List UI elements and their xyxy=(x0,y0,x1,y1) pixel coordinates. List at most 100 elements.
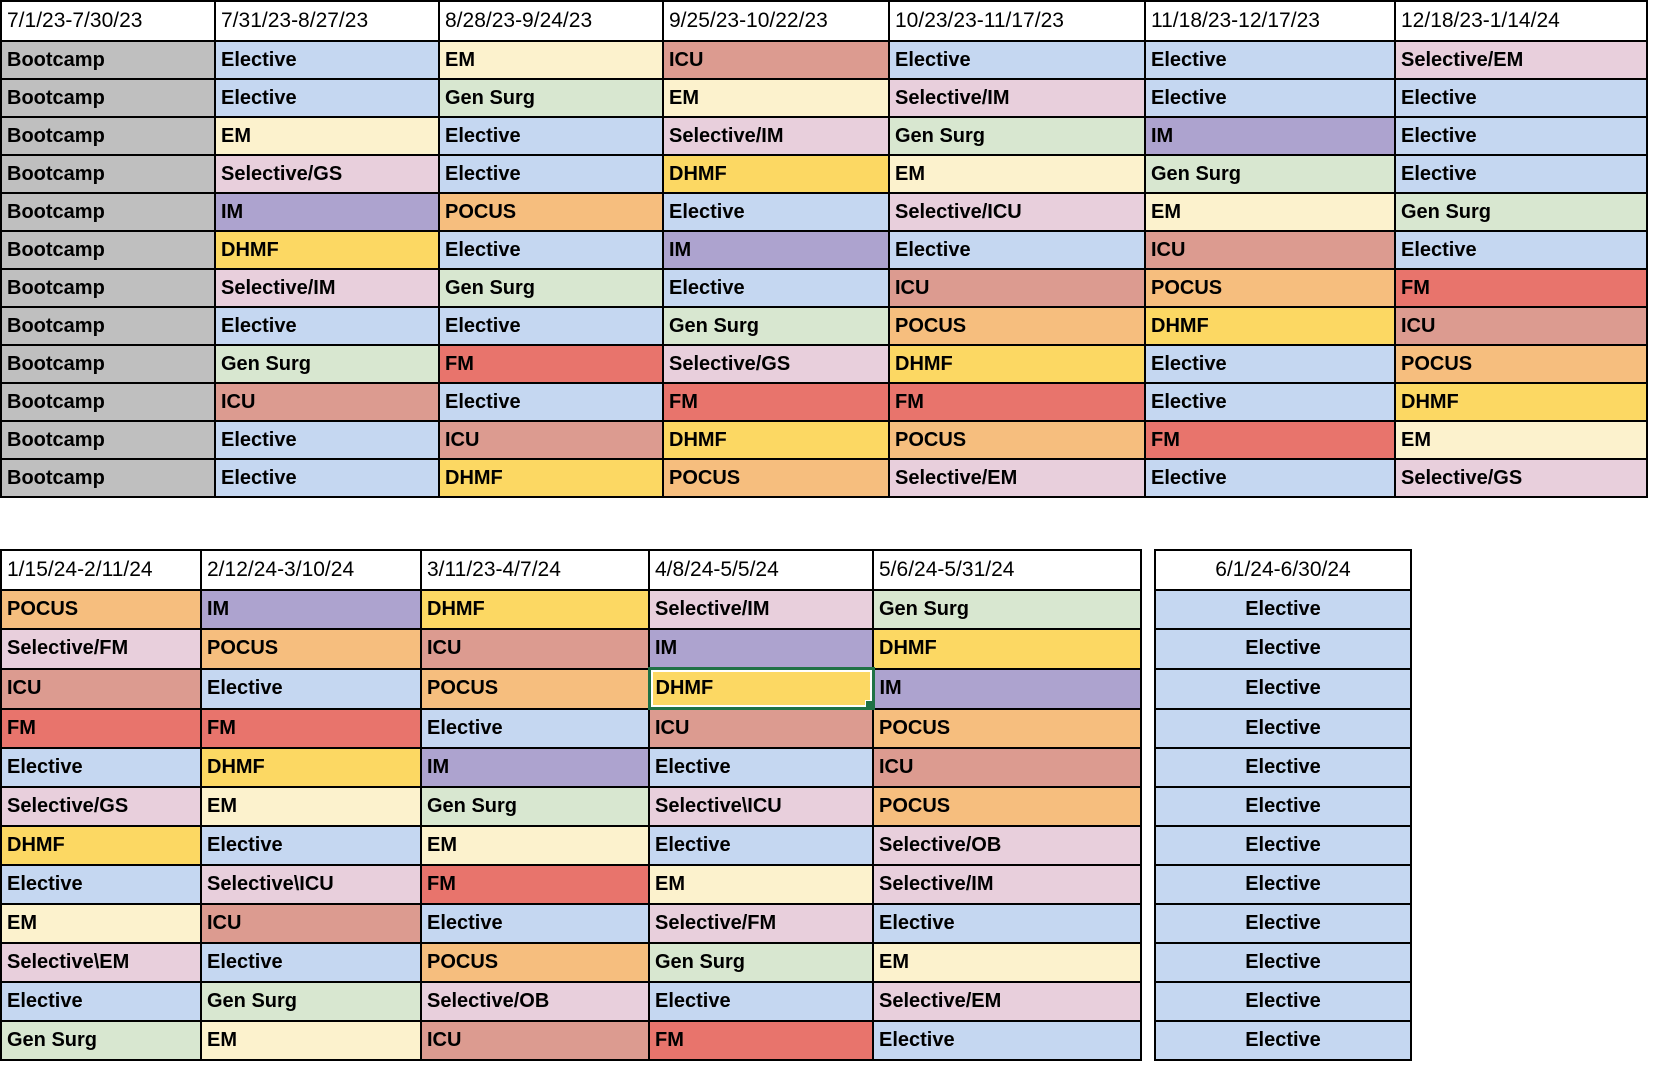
rotation-cell[interactable]: FM xyxy=(648,1020,874,1061)
rotation-cell[interactable]: Gen Surg xyxy=(1394,192,1648,232)
rotation-cell[interactable]: POCUS xyxy=(420,667,650,710)
rotation-cell[interactable]: Gen Surg xyxy=(200,981,422,1022)
rotation-cell[interactable]: Gen Surg xyxy=(438,78,664,118)
rotation-cell[interactable]: ICU xyxy=(648,707,874,749)
rotation-cell[interactable]: Gen Surg xyxy=(438,268,664,308)
rotation-cell[interactable]: ICU xyxy=(1394,306,1648,346)
rotation-cell[interactable]: Elective xyxy=(1154,786,1412,827)
rotation-cell[interactable]: Elective xyxy=(662,192,890,232)
rotation-cell[interactable]: EM xyxy=(1144,192,1396,232)
rotation-cell[interactable]: Gen Surg xyxy=(648,942,874,983)
rotation-cell[interactable]: Selective\ICU xyxy=(200,864,422,905)
date-header-cell[interactable]: 7/1/23-7/30/23 xyxy=(0,0,216,42)
rotation-cell[interactable]: Elective xyxy=(420,707,650,749)
rotation-cell[interactable]: DHMF xyxy=(420,589,650,630)
rotation-cell[interactable]: Selective/FM xyxy=(648,903,874,944)
rotation-cell[interactable]: Selective/IM xyxy=(648,589,874,630)
rotation-cell[interactable]: Bootcamp xyxy=(0,344,216,384)
rotation-cell[interactable]: EM xyxy=(888,154,1146,194)
rotation-cell[interactable]: IM xyxy=(1144,116,1396,156)
rotation-cell[interactable]: Gen Surg xyxy=(662,306,890,346)
rotation-cell[interactable]: POCUS xyxy=(888,420,1146,460)
rotation-cell[interactable]: Gen Surg xyxy=(1144,154,1396,194)
rotation-cell[interactable]: FM xyxy=(888,382,1146,422)
rotation-cell[interactable]: Elective xyxy=(214,78,440,118)
rotation-cell[interactable]: Gen Surg xyxy=(872,589,1142,630)
rotation-cell[interactable]: Elective xyxy=(1144,458,1396,498)
rotation-cell[interactable]: Elective xyxy=(1144,344,1396,384)
rotation-cell[interactable]: Bootcamp xyxy=(0,382,216,422)
date-header-cell[interactable]: 12/18/23-1/14/24 xyxy=(1394,0,1648,42)
rotation-cell[interactable]: Bootcamp xyxy=(0,268,216,308)
rotation-cell[interactable]: ICU xyxy=(662,40,890,80)
rotation-cell[interactable]: DHMF xyxy=(1144,306,1396,346)
rotation-cell[interactable]: Selective\ICU xyxy=(648,786,874,827)
rotation-cell[interactable]: DHMF xyxy=(200,747,422,788)
rotation-cell[interactable]: Elective xyxy=(0,864,202,905)
rotation-cell[interactable]: Elective xyxy=(888,230,1146,270)
rotation-cell[interactable]: Elective xyxy=(648,981,874,1022)
rotation-cell[interactable]: Elective xyxy=(1154,747,1412,788)
rotation-cell[interactable]: IM xyxy=(420,747,650,788)
rotation-cell[interactable]: FM xyxy=(420,864,650,905)
rotation-cell[interactable]: Elective xyxy=(888,40,1146,80)
rotation-cell[interactable]: Elective xyxy=(1394,230,1648,270)
rotation-cell[interactable]: Elective xyxy=(438,116,664,156)
rotation-cell[interactable]: Elective xyxy=(200,825,422,866)
date-header-cell[interactable]: 2/12/24-3/10/24 xyxy=(200,549,422,591)
rotation-cell[interactable]: EM xyxy=(662,78,890,118)
rotation-cell[interactable]: Elective xyxy=(1154,981,1412,1022)
rotation-cell[interactable]: Elective xyxy=(1154,628,1412,670)
rotation-cell[interactable]: Elective xyxy=(214,458,440,498)
rotation-cell[interactable]: Bootcamp xyxy=(0,458,216,498)
rotation-cell[interactable]: Selective/EM xyxy=(888,458,1146,498)
rotation-cell[interactable]: Elective xyxy=(214,420,440,460)
rotation-cell[interactable]: Elective xyxy=(1154,667,1412,710)
rotation-cell[interactable]: Elective xyxy=(662,268,890,308)
rotation-cell[interactable]: FM xyxy=(662,382,890,422)
rotation-cell[interactable]: FM xyxy=(1144,420,1396,460)
rotation-cell[interactable]: DHMF xyxy=(662,154,890,194)
rotation-cell[interactable]: Selective/GS xyxy=(662,344,890,384)
rotation-cell[interactable]: Selective\EM xyxy=(0,942,202,983)
rotation-cell[interactable]: EM xyxy=(438,40,664,80)
rotation-cell[interactable]: Selective/GS xyxy=(1394,458,1648,498)
rotation-cell[interactable]: Elective xyxy=(1154,903,1412,944)
rotation-cell[interactable]: ICU xyxy=(200,903,422,944)
rotation-cell[interactable]: DHMF xyxy=(0,825,202,866)
rotation-cell[interactable]: Elective xyxy=(1394,78,1648,118)
rotation-cell[interactable]: Elective xyxy=(1154,707,1412,749)
rotation-cell[interactable]: DHMF xyxy=(438,458,664,498)
rotation-cell[interactable]: Selective/OB xyxy=(420,981,650,1022)
rotation-cell[interactable]: Selective/FM xyxy=(0,628,202,670)
rotation-cell[interactable]: Bootcamp xyxy=(0,306,216,346)
rotation-cell[interactable]: Elective xyxy=(1394,116,1648,156)
date-header-cell[interactable]: 11/18/23-12/17/23 xyxy=(1144,0,1396,42)
rotation-cell[interactable]: Selective/EM xyxy=(872,981,1142,1022)
rotation-cell[interactable]: DHMF xyxy=(214,230,440,270)
rotation-cell[interactable]: Bootcamp xyxy=(0,78,216,118)
rotation-cell[interactable]: Elective xyxy=(200,667,422,710)
rotation-cell[interactable]: DHMF xyxy=(662,420,890,460)
rotation-cell[interactable]: Elective xyxy=(438,306,664,346)
rotation-cell[interactable]: Elective xyxy=(648,825,874,866)
rotation-cell[interactable]: Bootcamp xyxy=(0,192,216,232)
rotation-cell[interactable]: POCUS xyxy=(0,589,202,630)
rotation-cell[interactable]: POCUS xyxy=(872,786,1142,827)
rotation-cell[interactable]: DHMF xyxy=(872,628,1142,670)
date-header-cell[interactable]: 8/28/23-9/24/23 xyxy=(438,0,664,42)
rotation-cell[interactable]: IM xyxy=(214,192,440,232)
rotation-cell[interactable]: IM xyxy=(200,589,422,630)
rotation-cell[interactable]: Elective xyxy=(872,903,1142,944)
rotation-cell[interactable]: Selective/IM xyxy=(888,78,1146,118)
date-header-cell[interactable]: 9/25/23-10/22/23 xyxy=(662,0,890,42)
rotation-cell[interactable]: EM xyxy=(872,942,1142,983)
rotation-cell[interactable]: ICU xyxy=(420,1020,650,1061)
rotation-cell[interactable]: FM xyxy=(438,344,664,384)
rotation-cell[interactable]: POCUS xyxy=(200,628,422,670)
rotation-cell[interactable]: Elective xyxy=(1144,40,1396,80)
rotation-cell[interactable]: FM xyxy=(200,707,422,749)
rotation-cell[interactable]: IM xyxy=(648,628,874,670)
rotation-cell[interactable]: EM xyxy=(420,825,650,866)
rotation-cell[interactable]: ICU xyxy=(0,667,202,710)
